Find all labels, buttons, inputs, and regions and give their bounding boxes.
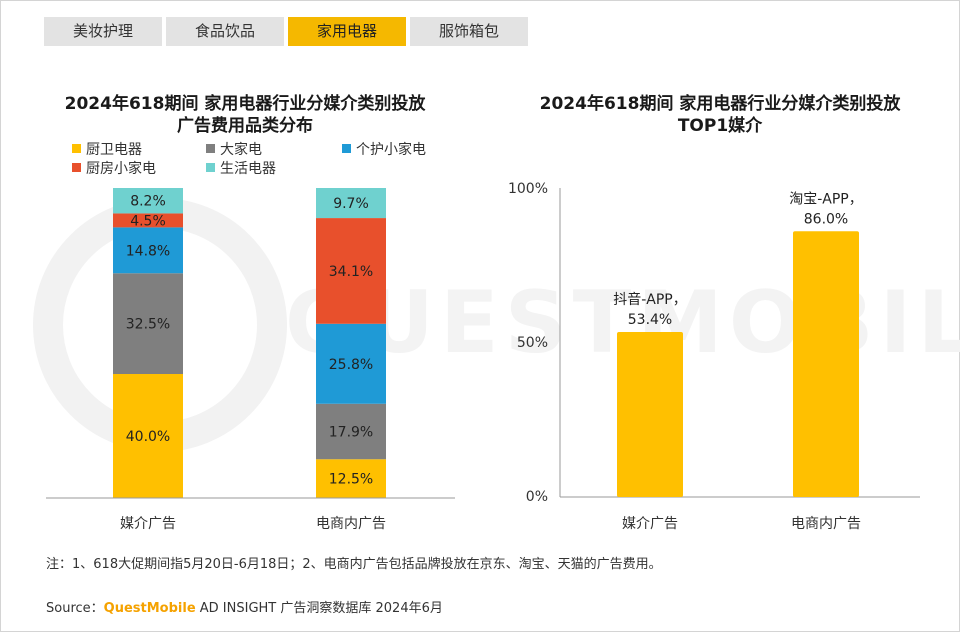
segment-value-label: 8.2%: [130, 194, 166, 210]
bar-value-label: 53.4%: [628, 312, 672, 328]
stacked-bar-segment: [316, 188, 386, 219]
legend-label: 厨房小家电: [86, 161, 156, 177]
stacked-bar-segment: [113, 188, 183, 214]
segment-value-label: 12.5%: [329, 472, 373, 488]
stacked-bar-segment: [113, 374, 183, 498]
right-chart-title-line1: 2024年618期间 家用电器行业分媒介类别投放: [539, 94, 901, 114]
stacked-bar-segment: [316, 459, 386, 498]
legend-label: 个护小家电: [356, 142, 426, 158]
legend-label: 生活电器: [220, 161, 276, 177]
right-chart-title-line2: TOP1媒介: [677, 116, 763, 136]
legend-swatch: [206, 144, 215, 153]
tab-apparel[interactable]: 服饰箱包: [410, 17, 528, 46]
right-category-label: 媒介广告: [622, 516, 678, 532]
bar-media-label: 淘宝-APP，: [789, 191, 863, 207]
legend-item-personal-care: 个护小家电: [342, 141, 426, 159]
stacked-bar-segment: [113, 213, 183, 228]
source-line: Source：QuestMobile AD INSIGHT 广告洞察数据库 20…: [46, 597, 443, 616]
left-category-label: 媒介广告: [120, 516, 176, 532]
legend-item-kitchen-small: 厨房小家电: [72, 160, 156, 178]
stacked-bar-segment: [316, 403, 386, 460]
segment-value-label: 14.8%: [126, 243, 170, 259]
segment-value-label: 32.5%: [126, 317, 170, 333]
segment-value-label: 40.0%: [126, 429, 170, 445]
stacked-bar-segment: [113, 227, 183, 274]
y-tick-label: 100%: [508, 181, 548, 197]
segment-value-label: 17.9%: [329, 425, 373, 441]
legend-item-major-appliances: 大家电: [206, 141, 262, 159]
left-chart-title-line2: 广告费用品类分布: [177, 116, 313, 136]
right-chart-title: 2024年618期间 家用电器行业分媒介类别投放 TOP1媒介: [500, 93, 940, 137]
legend-item-living: 生活电器: [206, 160, 276, 178]
legend-swatch: [72, 163, 81, 172]
legend-label: 大家电: [220, 142, 262, 158]
right-category-label: 电商内广告: [791, 516, 861, 532]
source-suffix: AD INSIGHT 广告洞察数据库 2024年6月: [195, 601, 443, 616]
y-tick-label: 50%: [517, 335, 548, 351]
left-chart-title-line1: 2024年618期间 家用电器行业分媒介类别投放: [64, 94, 426, 114]
segment-value-label: 9.7%: [333, 196, 369, 212]
stacked-bar-segment: [316, 218, 386, 324]
legend-item-kitchen-bath: 厨卫电器: [72, 141, 142, 159]
left-chart-title: 2024年618期间 家用电器行业分媒介类别投放 广告费用品类分布: [30, 93, 460, 137]
legend-swatch: [342, 144, 351, 153]
y-tick-label: 0%: [526, 489, 548, 505]
tab-food[interactable]: 食品饮品: [166, 17, 284, 46]
legend-label: 厨卫电器: [86, 142, 142, 158]
bar-media-label: 抖音-APP，: [613, 291, 687, 308]
bar: [793, 231, 859, 497]
source-brand: QuestMobile: [103, 601, 196, 616]
segment-value-label: 4.5%: [130, 213, 166, 229]
stacked-bar-segment: [113, 273, 183, 374]
legend-swatch: [72, 144, 81, 153]
legend: 厨卫电器 大家电 个护小家电 厨房小家电 生活电器: [72, 141, 472, 179]
bar: [617, 331, 683, 497]
left-category-label: 电商内广告: [316, 516, 386, 532]
tab-home-appliances[interactable]: 家用电器: [288, 17, 406, 46]
source-prefix: Source：: [46, 601, 104, 616]
tab-beauty[interactable]: 美妆护理: [44, 17, 162, 46]
bar-value-label: 86.0%: [804, 211, 848, 227]
segment-value-label: 34.1%: [329, 264, 373, 280]
footnote: 注：1、618大促期间指5月20日-6月18日；2、电商内广告包括品牌投放在京东…: [46, 557, 662, 572]
segment-value-label: 25.8%: [329, 357, 373, 373]
stacked-bar-segment: [316, 323, 386, 404]
legend-swatch: [206, 163, 215, 172]
